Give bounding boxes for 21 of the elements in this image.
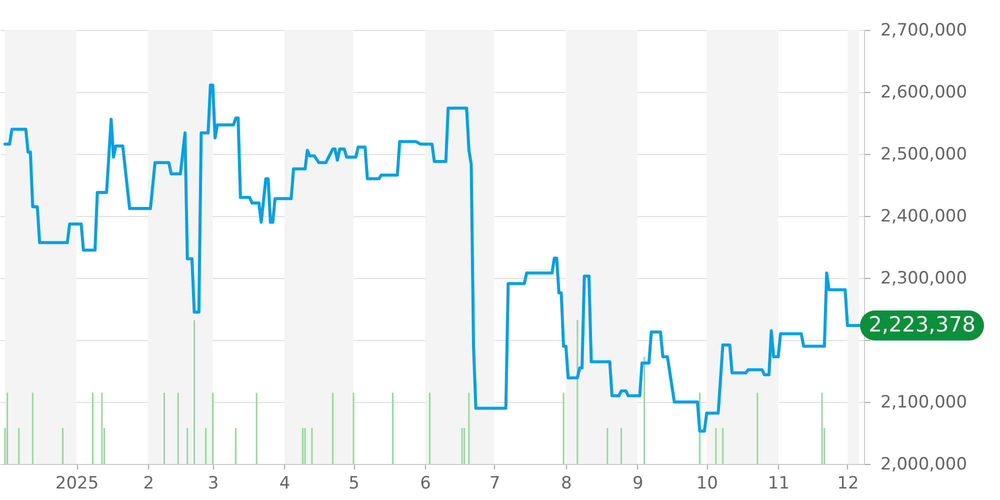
y-tick-label: 2,300,000 [880, 268, 968, 288]
x-tick-label: 3 [208, 474, 219, 494]
x-tick-label: 4 [279, 474, 290, 494]
x-tick-label: 9 [632, 474, 644, 494]
x-tick-label: 2 [143, 474, 154, 494]
y-tick-label: 2,100,000 [880, 392, 968, 412]
x-tick-label: 6 [420, 474, 431, 494]
y-tick-label: 2,600,000 [880, 82, 968, 102]
x-tick-label: 11 [768, 474, 790, 494]
y-tick-label: 2,400,000 [880, 206, 968, 226]
x-tick-label: 8 [560, 474, 572, 494]
y-tick-label: 2,000,000 [880, 454, 968, 474]
line-series [4, 84, 860, 433]
annotation: 2,223,378 [868, 312, 976, 337]
x-tick-label: 12 [837, 474, 859, 494]
y-tick-label: 2,500,000 [880, 144, 968, 164]
x-tick-label: 10 [696, 474, 718, 494]
x-tick-label: 7 [489, 474, 500, 494]
x-tick-label: 5 [348, 474, 360, 494]
y-tick-label: 2,700,000 [880, 20, 968, 40]
x-tick-label: 2025 [55, 474, 99, 494]
